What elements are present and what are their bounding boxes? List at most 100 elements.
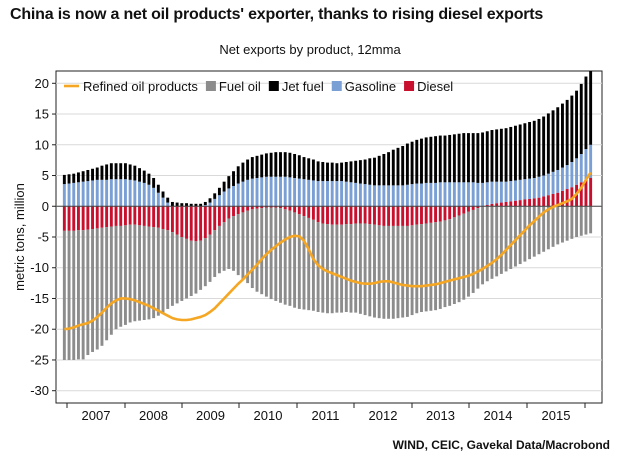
bar-diesel bbox=[307, 206, 311, 218]
bar-gasoline bbox=[138, 181, 141, 207]
bar-fuel-oil bbox=[180, 237, 184, 301]
bar-diesel bbox=[194, 206, 198, 242]
bar-jet-fuel bbox=[523, 123, 527, 180]
bar-jet-fuel bbox=[213, 193, 217, 199]
bar-diesel bbox=[311, 206, 315, 220]
bar-jet-fuel bbox=[363, 159, 367, 185]
bar-diesel bbox=[589, 177, 593, 207]
bar-diesel bbox=[222, 206, 226, 223]
bar-diesel bbox=[344, 206, 348, 225]
bar-fuel-oil bbox=[481, 206, 485, 285]
bar-diesel bbox=[297, 206, 301, 215]
bar-fuel-oil bbox=[283, 209, 287, 305]
bar-gasoline bbox=[532, 177, 536, 199]
bar-fuel-oil bbox=[495, 206, 499, 277]
bar-diesel bbox=[208, 206, 212, 235]
bar-fuel-oil bbox=[429, 222, 433, 311]
bar-jet-fuel bbox=[274, 152, 278, 177]
bar-fuel-oil bbox=[382, 225, 386, 319]
bar-diesel bbox=[518, 200, 522, 207]
bar-jet-fuel bbox=[330, 162, 334, 182]
bar-diesel bbox=[302, 206, 306, 217]
bar-fuel-oil bbox=[100, 227, 104, 346]
bar-fuel-oil bbox=[105, 227, 109, 341]
bar-jet-fuel bbox=[264, 153, 268, 177]
bar-fuel-oil bbox=[514, 206, 517, 267]
bar-gasoline bbox=[467, 182, 470, 207]
bar-gasoline bbox=[283, 176, 287, 207]
bar-fuel-oil bbox=[76, 230, 80, 360]
x-tick-label: 2009 bbox=[196, 408, 225, 423]
bar-fuel-oil bbox=[326, 224, 329, 314]
bar-diesel bbox=[213, 206, 217, 231]
bar-diesel bbox=[556, 192, 560, 207]
bar-diesel bbox=[467, 206, 470, 212]
bar-fuel-oil bbox=[152, 227, 156, 319]
bar-diesel bbox=[415, 206, 419, 225]
bar-gasoline bbox=[76, 182, 80, 207]
bar-jet-fuel bbox=[217, 187, 221, 196]
bar-jet-fuel bbox=[537, 118, 541, 177]
bar-diesel bbox=[490, 203, 494, 207]
bar-diesel bbox=[551, 193, 555, 207]
bar-jet-fuel bbox=[100, 165, 104, 180]
bar-diesel bbox=[76, 206, 80, 231]
bar-gasoline bbox=[222, 191, 226, 207]
bar-fuel-oil bbox=[123, 225, 127, 325]
bar-jet-fuel bbox=[269, 152, 273, 177]
bar-gasoline bbox=[354, 182, 358, 207]
bar-fuel-oil bbox=[424, 223, 428, 312]
bar-jet-fuel bbox=[467, 133, 470, 183]
bar-diesel bbox=[260, 206, 264, 209]
bar-fuel-oil bbox=[532, 206, 536, 257]
bar-fuel-oil bbox=[551, 206, 555, 247]
bar-jet-fuel bbox=[457, 133, 461, 183]
bar-jet-fuel bbox=[382, 154, 386, 186]
bar-jet-fuel bbox=[495, 129, 499, 182]
bar-diesel bbox=[429, 206, 433, 223]
bar-jet-fuel bbox=[156, 184, 160, 193]
bar-gasoline bbox=[514, 180, 517, 201]
bar-diesel bbox=[565, 189, 569, 207]
bar-gasoline bbox=[260, 177, 264, 207]
bar-gasoline bbox=[499, 181, 503, 203]
bar-diesel bbox=[72, 206, 76, 231]
bar-gasoline bbox=[86, 181, 90, 207]
bar-jet-fuel bbox=[227, 176, 231, 189]
bar-gasoline bbox=[133, 180, 137, 207]
bar-jet-fuel bbox=[358, 160, 362, 184]
bar-gasoline bbox=[387, 185, 391, 207]
bar-fuel-oil bbox=[405, 225, 409, 317]
bar-fuel-oil bbox=[391, 225, 395, 319]
bar-fuel-oil bbox=[561, 206, 564, 243]
bar-fuel-oil bbox=[81, 230, 85, 360]
bar-jet-fuel bbox=[236, 166, 240, 184]
bar-diesel bbox=[250, 206, 254, 210]
x-tick-label: 2012 bbox=[369, 408, 398, 423]
bar-diesel bbox=[396, 206, 400, 226]
bar-gasoline bbox=[363, 184, 367, 207]
bar-diesel bbox=[128, 206, 132, 225]
bar-fuel-oil bbox=[274, 207, 278, 301]
legend-label-refined-oil-products: Refined oil products bbox=[83, 79, 198, 94]
legend: Refined oil products Fuel oil Jet fuel Gaso… bbox=[64, 79, 453, 94]
bar-gasoline bbox=[438, 182, 442, 207]
x-tick-label: 2014 bbox=[484, 408, 513, 423]
bar-gasoline bbox=[213, 198, 217, 207]
bar-jet-fuel bbox=[293, 154, 297, 178]
bar-fuel-oil bbox=[575, 206, 579, 237]
bar-jet-fuel bbox=[509, 126, 513, 182]
bar-diesel bbox=[232, 206, 235, 217]
bar-jet-fuel bbox=[185, 203, 188, 207]
bar-gasoline bbox=[396, 185, 400, 207]
bar-fuel-oil bbox=[476, 208, 480, 289]
bar-fuel-oil bbox=[311, 219, 315, 311]
bar-jet-fuel bbox=[499, 128, 503, 182]
bar-fuel-oil bbox=[133, 224, 137, 322]
bar-gasoline bbox=[302, 179, 306, 207]
bar-jet-fuel bbox=[246, 159, 250, 180]
bar-diesel bbox=[217, 206, 221, 226]
bar-jet-fuel bbox=[260, 154, 264, 178]
bar-jet-fuel bbox=[72, 173, 76, 183]
